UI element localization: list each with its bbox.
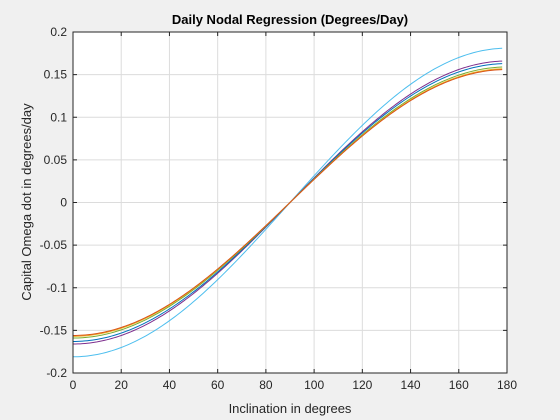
x-tick-label: 140 (401, 378, 421, 392)
y-tick-label: 0.1 (50, 110, 67, 124)
y-tick-label: 0.15 (44, 68, 68, 82)
y-tick-label: -0.1 (46, 281, 67, 295)
y-axis-label: Capital Omega dot in degrees/day (19, 103, 34, 301)
y-tick-label: 0.05 (44, 153, 68, 167)
series-line (72, 69, 503, 336)
x-tick-label: 120 (352, 378, 372, 392)
x-tick-label: 180 (497, 378, 517, 392)
x-tick-label: 0 (70, 378, 77, 392)
x-tick-label: 160 (449, 378, 469, 392)
y-tick-label: 0.2 (50, 25, 67, 39)
x-tick-label: 100 (304, 378, 324, 392)
y-tick-label: -0.15 (40, 323, 68, 337)
y-tick-labels: -0.2 -0.15 -0.1 -0.05 0 0.05 0.1 0.15 0.2 (40, 25, 68, 380)
x-tick-labels: 0 20 40 60 80 100 120 140 160 180 (70, 378, 518, 392)
x-tick-label: 60 (211, 378, 225, 392)
tick-marks (72, 31, 508, 374)
x-tick-label: 20 (115, 378, 129, 392)
x-tick-label: 80 (259, 378, 273, 392)
y-tick-label: 0 (60, 196, 67, 210)
x-axis-label: Inclination in degrees (229, 401, 352, 416)
chart-title: Daily Nodal Regression (Degrees/Day) (172, 12, 408, 27)
series-lines (72, 47, 503, 358)
x-tick-label: 40 (163, 378, 177, 392)
y-tick-label: -0.2 (46, 366, 67, 380)
y-tick-label: -0.05 (40, 238, 68, 252)
